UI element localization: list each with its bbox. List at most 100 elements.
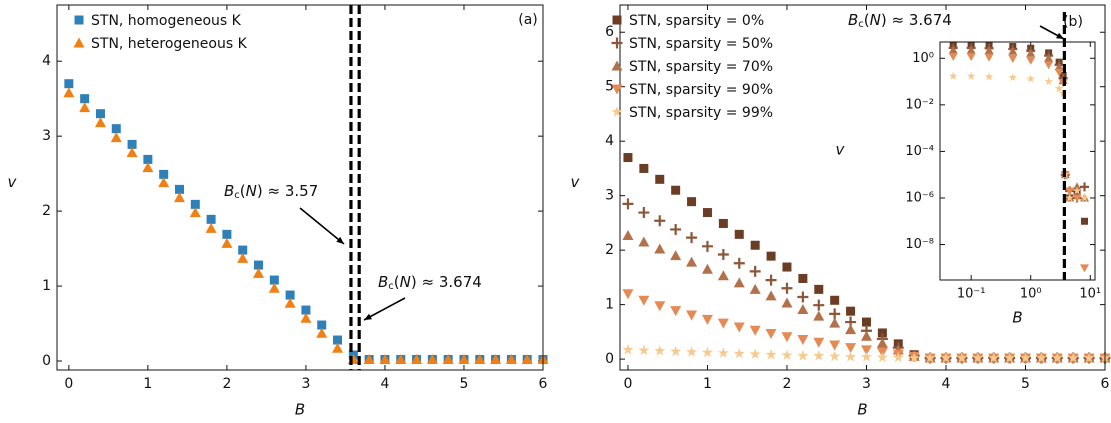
marker [860, 351, 873, 362]
marker [813, 310, 825, 321]
axes-frame [56, 4, 544, 371]
marker [206, 214, 216, 224]
annotation: Bc(N) ≈ 3.57 [224, 182, 318, 202]
y-tick-label: 2 [42, 203, 51, 219]
marker [948, 45, 958, 54]
x-tick-label: 0 [64, 376, 73, 392]
y-tick-label: 10⁻⁴ [905, 144, 934, 159]
marker [1044, 77, 1053, 86]
marker [205, 222, 217, 233]
marker [426, 354, 438, 365]
x-tick-label: 5 [1021, 376, 1030, 392]
marker [733, 277, 745, 288]
marker [988, 352, 1000, 363]
marker [701, 314, 713, 325]
marker [623, 153, 633, 163]
marker [639, 163, 649, 173]
marker [892, 351, 904, 363]
marker [638, 236, 650, 247]
marker [174, 184, 184, 194]
marker [940, 352, 952, 363]
marker [813, 299, 825, 311]
marker [654, 301, 666, 312]
marker [765, 348, 777, 360]
marker [254, 260, 264, 270]
marker [127, 139, 137, 149]
marker [1008, 72, 1018, 82]
marker [1026, 56, 1036, 65]
marker [300, 312, 312, 323]
legend-label: STN, homogeneous K [91, 13, 242, 29]
marker [490, 354, 502, 365]
y-tick-label: 10⁻⁶ [905, 190, 934, 205]
marker [830, 295, 840, 305]
y-tick-label: 4 [42, 53, 51, 69]
marker [984, 53, 994, 62]
marker [654, 215, 666, 227]
marker [924, 352, 936, 363]
marker [829, 350, 841, 362]
marker [1072, 182, 1082, 191]
marker [189, 207, 201, 218]
y-tick-label: 0 [42, 353, 51, 369]
marker [670, 250, 682, 261]
marker [749, 348, 761, 359]
annotation: Bc(N) ≈ 3.674 [378, 273, 482, 293]
marker [253, 267, 265, 278]
marker [702, 208, 712, 218]
marker [143, 154, 153, 164]
marker [733, 257, 745, 269]
legend-marker [611, 37, 623, 49]
marker [1019, 352, 1032, 363]
marker [269, 275, 279, 285]
marker [781, 349, 793, 361]
marker [948, 53, 958, 62]
marker [1054, 68, 1064, 77]
marker [670, 306, 682, 317]
marker [797, 334, 809, 345]
marker [1008, 54, 1018, 63]
arrow-head [1056, 32, 1064, 39]
marker [363, 354, 375, 365]
marker [1044, 53, 1054, 62]
marker [717, 270, 729, 281]
marker [782, 262, 792, 272]
marker [813, 337, 825, 348]
x-tick-label: 1 [703, 376, 712, 392]
marker [221, 237, 233, 248]
x-tick-label: 0 [623, 376, 632, 392]
marker [876, 337, 888, 348]
arrow-head [336, 236, 344, 244]
plot-area [940, 42, 1095, 280]
y-axis-label: v [571, 173, 581, 191]
marker [829, 317, 841, 328]
marker [80, 94, 90, 104]
marker [685, 346, 698, 357]
marker [332, 342, 344, 353]
y-tick-label: 1 [605, 297, 614, 313]
marker [797, 291, 809, 303]
marker [701, 240, 713, 252]
marker [458, 354, 470, 365]
axes-frame [619, 4, 1106, 371]
marker [750, 240, 760, 250]
marker [734, 229, 744, 239]
x-tick-label: 4 [380, 376, 389, 392]
marker [781, 297, 793, 308]
x-tick-label: 10⁰ [1020, 287, 1042, 302]
marker [142, 162, 154, 173]
y-tick-label: 3 [605, 188, 614, 204]
marker [622, 343, 634, 355]
legend-marker [611, 60, 623, 71]
y-tick-label: 3 [42, 128, 51, 144]
panel-label: (b) [1063, 14, 1083, 30]
marker [686, 232, 698, 244]
x-tick-label: 3 [301, 376, 310, 392]
marker [190, 199, 200, 209]
marker [781, 332, 793, 343]
marker [860, 345, 872, 356]
marker [956, 352, 968, 363]
x-tick-label: 2 [222, 376, 231, 392]
marker [798, 273, 808, 283]
marker [948, 71, 958, 80]
